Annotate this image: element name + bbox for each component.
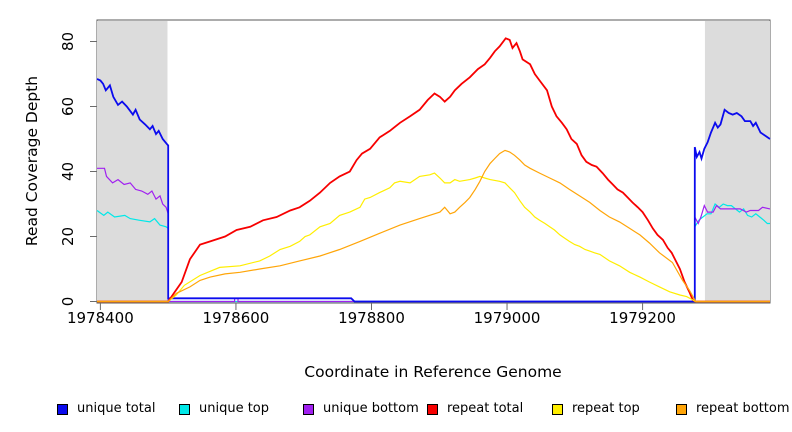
legend-label: unique top <box>199 401 270 416</box>
x-axis-title: Coordinate in Reference Genome <box>304 363 561 381</box>
y-axis-tick-label: 0 <box>59 297 77 307</box>
legend-swatch-repeat-top <box>552 403 563 415</box>
y-axis-tick-label: 80 <box>59 32 77 51</box>
series-line-repeat-bottom <box>97 149 770 303</box>
legend-item-unique-total: unique total <box>57 402 155 416</box>
legend-label: repeat bottom <box>696 401 790 416</box>
y-axis-title: Read Coverage Depth <box>23 76 41 246</box>
x-axis-tick-label: 1978400 <box>67 309 134 327</box>
legend-item-repeat-top: repeat top <box>552 402 640 416</box>
series-line-unique-total <box>96 78 771 303</box>
x-axis-tick-label: 1978800 <box>338 309 405 327</box>
series-line-unique-top <box>96 203 770 303</box>
legend-item-repeat-bottom: repeat bottom <box>676 402 790 416</box>
legend-swatch-repeat-total <box>427 403 438 415</box>
legend-swatch-unique-total <box>57 403 68 415</box>
legend-label: unique total <box>77 401 156 416</box>
y-axis-tick-label: 60 <box>59 97 77 116</box>
series-line-repeat-top <box>97 172 770 303</box>
legend-item-unique-top: unique top <box>179 402 269 416</box>
shaded-region-left <box>97 21 168 302</box>
legend-item-repeat-total: repeat total <box>427 402 523 416</box>
shaded-region-right <box>704 21 770 302</box>
x-axis-tick-label: 1979200 <box>609 309 676 327</box>
legend-label: repeat top <box>572 401 640 416</box>
legend-swatch-repeat-bottom <box>676 403 687 415</box>
legend-item-unique-bottom: unique bottom <box>303 402 419 416</box>
series-line-repeat-total <box>97 37 770 303</box>
legend-label: repeat total <box>447 401 524 416</box>
legend-label: unique bottom <box>323 401 419 416</box>
y-axis-tick-label: 20 <box>59 227 77 246</box>
x-axis-tick-label: 1978600 <box>203 309 270 327</box>
legend-swatch-unique-bottom <box>303 403 314 415</box>
x-axis-tick-label: 1979000 <box>474 309 541 327</box>
y-axis-tick-label: 40 <box>59 162 77 181</box>
legend-swatch-unique-top <box>179 403 190 415</box>
